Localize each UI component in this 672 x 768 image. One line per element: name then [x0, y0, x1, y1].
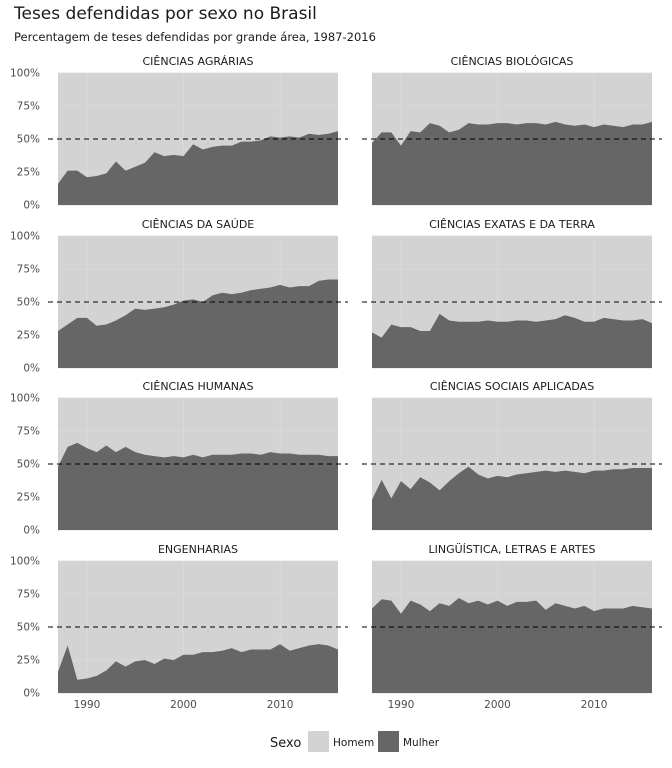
x-tick-label: 1990: [74, 699, 101, 711]
y-tick-label: 50%: [17, 459, 40, 471]
x-tick-label: 2000: [484, 699, 511, 711]
facet-panel: LINGÜÍSTICA, LETRAS E ARTES 1990 2000 2010: [362, 543, 662, 711]
facet-panel: CIÊNCIAS DA SAÚDE 0% 25% 50% 75% 100%: [10, 218, 348, 375]
facet-strip-label: CIÊNCIAS HUMANAS: [142, 380, 253, 393]
facet-strip-label: LINGÜÍSTICA, LETRAS E ARTES: [428, 543, 595, 556]
facet-strip-label: CIÊNCIAS DA SAÚDE: [142, 218, 255, 231]
facet-panel: CIÊNCIAS HUMANAS 0% 25% 50% 75% 100%: [10, 380, 348, 537]
x-tick-label: 2010: [267, 699, 294, 711]
chart-title: Teses defendidas por sexo no Brasil: [13, 4, 317, 24]
y-tick-label: 100%: [10, 68, 40, 80]
y-tick-label: 100%: [10, 556, 40, 568]
y-tick-label: 25%: [17, 492, 40, 504]
area-mulher: [372, 466, 652, 530]
facet-panel: CIÊNCIAS AGRÁRIAS 0% 25% 50% 75% 100%: [10, 55, 348, 212]
y-tick-label: 25%: [17, 167, 40, 179]
x-tick-label: 2010: [581, 699, 608, 711]
y-tick-label: 75%: [17, 101, 40, 113]
area-mulher: [58, 644, 338, 693]
y-tick-label: 50%: [17, 297, 40, 309]
y-tick-label: 0%: [23, 363, 40, 375]
y-tick-label: 75%: [17, 426, 40, 438]
y-tick-label: 25%: [17, 330, 40, 342]
area-mulher: [58, 442, 338, 530]
facet-strip-label: CIÊNCIAS SOCIAIS APLICADAS: [430, 380, 594, 393]
area-mulher: [372, 313, 652, 368]
legend: Sexo Homem Mulher: [270, 731, 440, 752]
facet-strip-label: ENGENHARIAS: [158, 543, 238, 556]
area-mulher: [372, 121, 652, 205]
facet-grid: CIÊNCIAS AGRÁRIAS0%25%50%75%100%CIÊNCIAS…: [10, 55, 662, 711]
y-tick-label: 100%: [10, 393, 40, 405]
y-tick-label: 50%: [17, 134, 40, 146]
area-mulher: [372, 597, 652, 693]
y-tick-label: 100%: [10, 231, 40, 243]
legend-label: Mulher: [403, 737, 440, 749]
facet-strip-label: CIÊNCIAS EXATAS E DA TERRA: [429, 218, 595, 231]
facet-panel: CIÊNCIAS SOCIAIS APLICADAS: [362, 380, 662, 531]
x-tick-label: 2000: [170, 699, 197, 711]
facet-panel: ENGENHARIAS 0% 25% 50% 75% 100% 1990 2000 2010: [10, 543, 348, 711]
y-tick-label: 0%: [23, 688, 40, 700]
facet-panel: CIÊNCIAS EXATAS E DA TERRA: [362, 218, 662, 369]
facet-strip-label: CIÊNCIAS AGRÁRIAS: [142, 55, 253, 68]
y-tick-label: 0%: [23, 525, 40, 537]
y-tick-label: 75%: [17, 264, 40, 276]
area-mulher: [58, 131, 338, 205]
y-tick-label: 25%: [17, 655, 40, 667]
x-tick-label: 1990: [388, 699, 415, 711]
legend-swatch: [378, 731, 399, 752]
facet-strip-label: CIÊNCIAS BIOLÓGICAS: [451, 55, 574, 68]
legend-label: Homem: [333, 737, 374, 749]
chart-subtitle: Percentagem de teses defendidas por gran…: [14, 30, 376, 44]
y-tick-label: 0%: [23, 200, 40, 212]
legend-title: Sexo: [270, 736, 301, 751]
facet-panel: CIÊNCIAS BIOLÓGICAS: [362, 55, 662, 206]
y-tick-label: 50%: [17, 622, 40, 634]
legend-swatch: [308, 731, 329, 752]
y-tick-label: 75%: [17, 589, 40, 601]
